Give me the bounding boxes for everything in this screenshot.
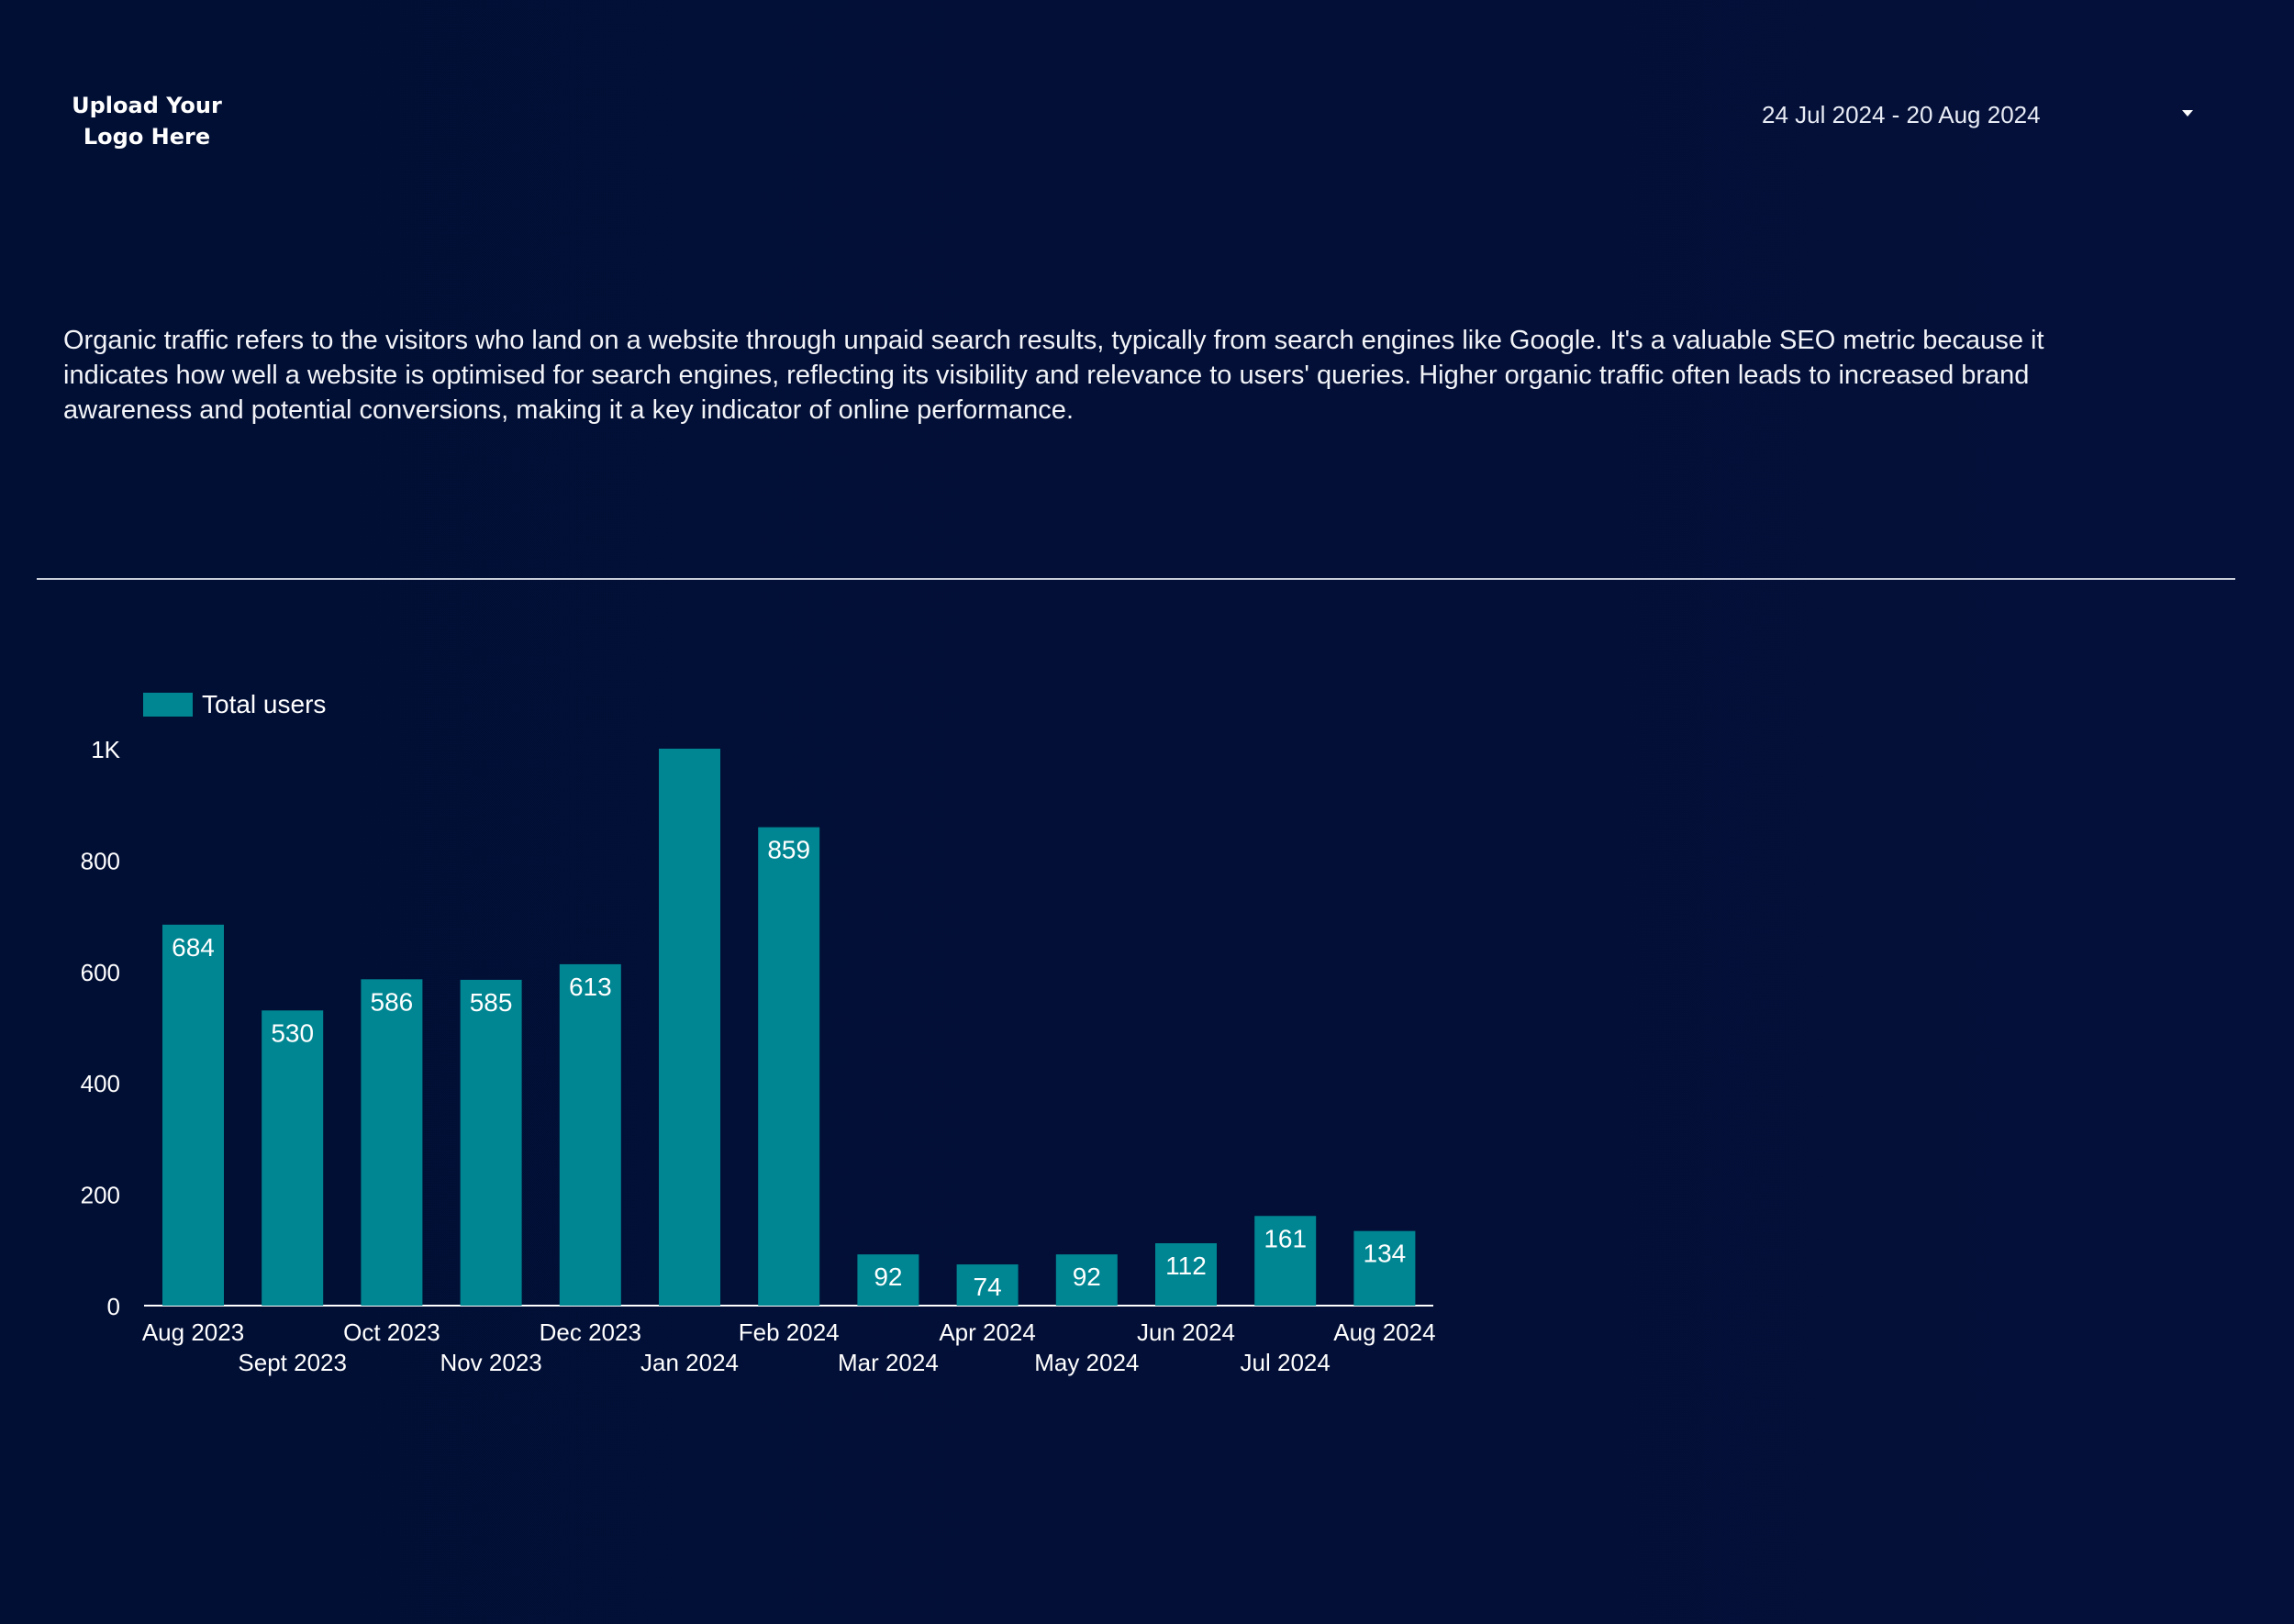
bar-value-label: 92 xyxy=(1073,1262,1101,1291)
y-tick-label: 800 xyxy=(81,847,120,874)
bar[interactable] xyxy=(262,1010,324,1306)
y-tick-label: 600 xyxy=(81,959,120,986)
bar[interactable] xyxy=(659,749,720,1306)
bar[interactable] xyxy=(1353,1230,1416,1306)
y-tick-label: 200 xyxy=(81,1182,120,1209)
bar-value-label: 586 xyxy=(371,987,414,1016)
bar[interactable] xyxy=(361,979,423,1306)
date-range-picker[interactable]: 24 Jul 2024 - 20 Aug 2024 xyxy=(1762,92,2193,138)
logo-text-line1: Upload Your xyxy=(72,93,222,118)
bar-value-label: 112 xyxy=(1165,1251,1207,1280)
x-tick-label: Jun 2024 xyxy=(1137,1318,1235,1346)
y-tick-label: 0 xyxy=(107,1293,120,1320)
logo-placeholder: Upload Your Logo Here xyxy=(55,90,239,152)
x-tick-label: Mar 2024 xyxy=(838,1349,939,1376)
bar-value-label: 530 xyxy=(271,1018,314,1047)
y-tick-label: 1K xyxy=(91,736,120,763)
x-tick-label: Feb 2024 xyxy=(739,1318,840,1346)
bar[interactable] xyxy=(162,924,224,1306)
bar-value-label: 613 xyxy=(569,973,612,1001)
logo-text-line2: Logo Here xyxy=(83,124,211,150)
x-tick-label: Jul 2024 xyxy=(1241,1349,1331,1376)
bars: 684 530 586 585 613 859 92 74 92 112 161 134 xyxy=(162,749,1416,1306)
date-range-text: 24 Jul 2024 - 20 Aug 2024 xyxy=(1762,100,2041,128)
x-tick-label: Aug 2023 xyxy=(142,1318,244,1346)
bar-value-label: 684 xyxy=(172,933,215,962)
section-divider xyxy=(37,578,2235,580)
x-tick-label: Jan 2024 xyxy=(640,1349,739,1376)
x-tick-label: Aug 2024 xyxy=(1333,1318,1435,1346)
bar[interactable] xyxy=(1055,1254,1118,1306)
y-axis: 0 200 400 600 800 1K xyxy=(81,736,121,1320)
bar[interactable] xyxy=(460,979,522,1306)
bar-value-label: 92 xyxy=(874,1262,902,1291)
chart-legend: Total users xyxy=(143,690,326,718)
bar[interactable] xyxy=(1155,1243,1217,1306)
y-tick-label: 400 xyxy=(81,1070,120,1097)
legend-label-total-users: Total users xyxy=(202,690,326,718)
bar-value-label: 74 xyxy=(974,1273,1002,1301)
legend-swatch-total-users xyxy=(143,693,193,717)
bar-value-label: 161 xyxy=(1264,1224,1307,1252)
organic-traffic-description: Organic traffic refers to the visitors w… xyxy=(63,326,2044,425)
bar-value-label: 859 xyxy=(767,836,810,864)
chevron-down-icon[interactable] xyxy=(2182,110,2193,117)
bar-value-label: 134 xyxy=(1364,1240,1407,1268)
bar[interactable] xyxy=(559,963,621,1306)
bar[interactable] xyxy=(956,1264,1019,1306)
x-tick-label: Dec 2023 xyxy=(540,1318,641,1346)
bar[interactable] xyxy=(758,827,820,1306)
bar[interactable] xyxy=(857,1254,919,1306)
bar[interactable] xyxy=(1254,1216,1317,1306)
x-tick-label: Apr 2024 xyxy=(939,1318,1036,1346)
x-tick-label: Oct 2023 xyxy=(343,1318,440,1346)
x-tick-label: May 2024 xyxy=(1034,1349,1139,1376)
x-tick-label: Nov 2023 xyxy=(440,1349,541,1376)
bar-value-label: 585 xyxy=(470,988,513,1017)
x-tick-label: Sept 2023 xyxy=(238,1349,347,1376)
